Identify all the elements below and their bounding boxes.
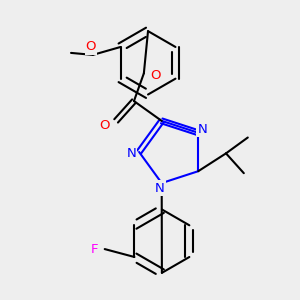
Text: F: F (91, 243, 99, 256)
Text: O: O (151, 69, 161, 82)
Text: O: O (85, 40, 96, 53)
Text: N: N (155, 182, 165, 194)
Text: O: O (99, 119, 110, 132)
Text: N: N (197, 123, 207, 136)
Text: N: N (126, 148, 136, 160)
